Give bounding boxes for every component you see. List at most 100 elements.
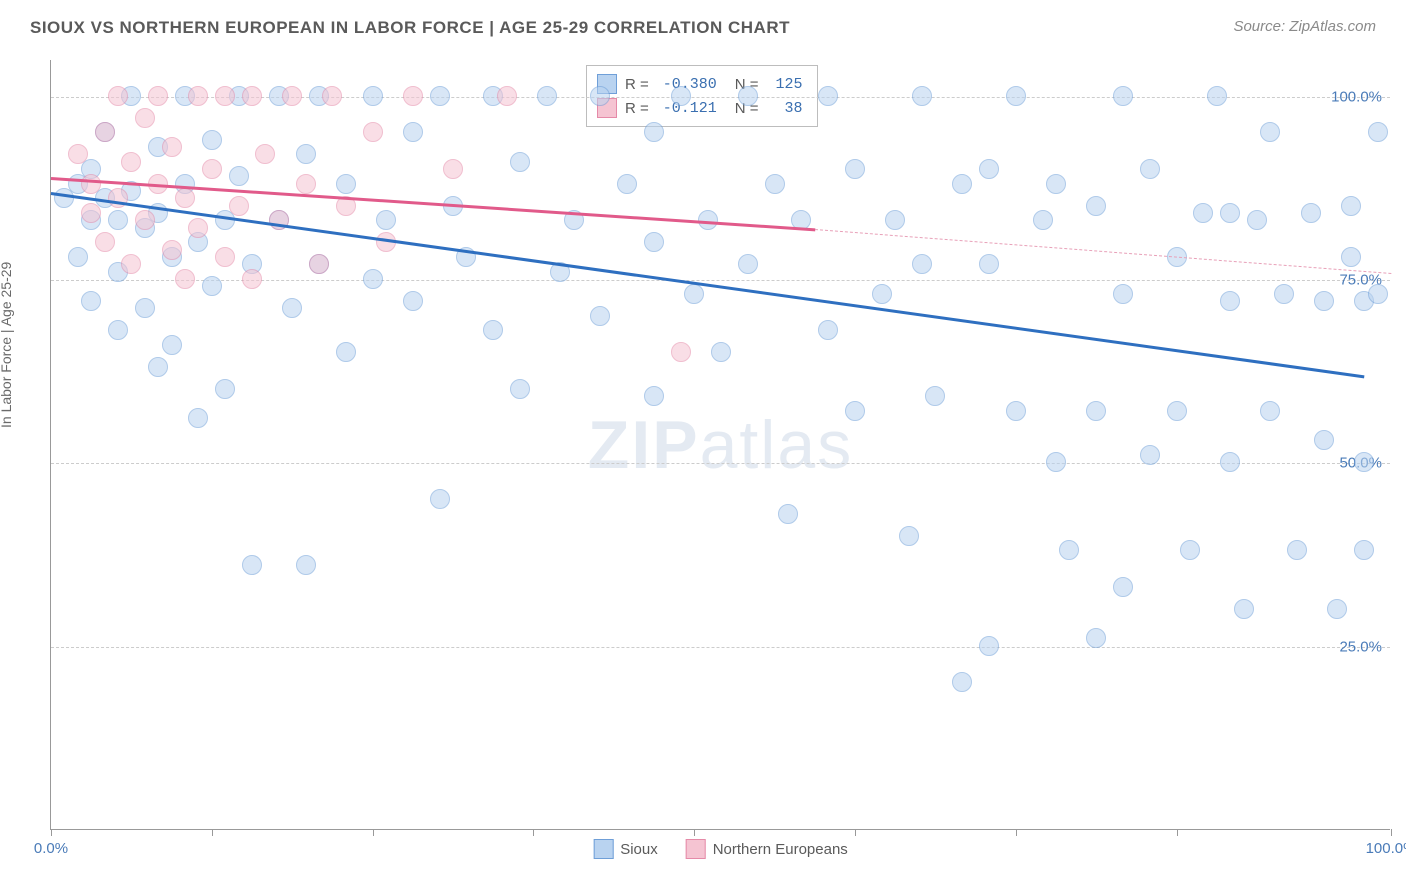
data-point bbox=[242, 86, 262, 106]
legend-swatch bbox=[593, 839, 613, 859]
data-point bbox=[818, 86, 838, 106]
data-point bbox=[68, 247, 88, 267]
legend-label: Sioux bbox=[620, 841, 658, 858]
data-point bbox=[336, 174, 356, 194]
source-attribution: Source: ZipAtlas.com bbox=[1233, 18, 1376, 35]
data-point bbox=[1033, 210, 1053, 230]
data-point bbox=[81, 291, 101, 311]
data-point bbox=[363, 122, 383, 142]
data-point bbox=[1086, 401, 1106, 421]
data-point bbox=[483, 320, 503, 340]
data-point bbox=[778, 504, 798, 524]
data-point bbox=[282, 298, 302, 318]
data-point bbox=[1220, 203, 1240, 223]
data-point bbox=[1327, 599, 1347, 619]
data-point bbox=[202, 276, 222, 296]
data-point bbox=[590, 86, 610, 106]
data-point bbox=[202, 130, 222, 150]
data-point bbox=[108, 86, 128, 106]
data-point bbox=[1207, 86, 1227, 106]
data-point bbox=[845, 401, 865, 421]
data-point bbox=[202, 159, 222, 179]
data-point bbox=[1220, 452, 1240, 472]
data-point bbox=[1314, 291, 1334, 311]
data-point bbox=[443, 159, 463, 179]
data-point bbox=[215, 379, 235, 399]
x-tick bbox=[373, 829, 374, 836]
data-point bbox=[309, 254, 329, 274]
y-tick-label: 100.0% bbox=[1331, 88, 1382, 105]
data-point bbox=[899, 526, 919, 546]
data-point bbox=[363, 269, 383, 289]
data-point bbox=[1260, 122, 1280, 142]
data-point bbox=[1260, 401, 1280, 421]
x-tick bbox=[1016, 829, 1017, 836]
data-point bbox=[1006, 401, 1026, 421]
data-point bbox=[671, 86, 691, 106]
data-point bbox=[1193, 203, 1213, 223]
data-point bbox=[711, 342, 731, 362]
data-point bbox=[121, 152, 141, 172]
data-point bbox=[1274, 284, 1294, 304]
data-point bbox=[537, 86, 557, 106]
data-point bbox=[1354, 540, 1374, 560]
data-point bbox=[1368, 284, 1388, 304]
legend-label: Northern Europeans bbox=[713, 841, 848, 858]
data-point bbox=[684, 284, 704, 304]
data-point bbox=[215, 247, 235, 267]
x-tick bbox=[855, 829, 856, 836]
data-point bbox=[1234, 599, 1254, 619]
data-point bbox=[148, 86, 168, 106]
x-tick-label: 0.0% bbox=[34, 840, 68, 857]
data-point bbox=[175, 269, 195, 289]
stats-row: R =-0.380N =125 bbox=[597, 72, 803, 96]
data-point bbox=[885, 210, 905, 230]
y-tick-label: 25.0% bbox=[1339, 638, 1382, 655]
data-point bbox=[215, 86, 235, 106]
data-point bbox=[952, 174, 972, 194]
data-point bbox=[979, 636, 999, 656]
data-point bbox=[1059, 540, 1079, 560]
data-point bbox=[175, 188, 195, 208]
x-tick bbox=[533, 829, 534, 836]
trend-line bbox=[51, 177, 815, 231]
data-point bbox=[1287, 540, 1307, 560]
stats-row: R =-0.121N =38 bbox=[597, 96, 803, 120]
n-value: 125 bbox=[767, 76, 803, 93]
gridline bbox=[51, 463, 1390, 464]
x-tick bbox=[51, 829, 52, 836]
data-point bbox=[1167, 401, 1187, 421]
legend-swatch bbox=[686, 839, 706, 859]
data-point bbox=[1220, 291, 1240, 311]
data-point bbox=[590, 306, 610, 326]
data-point bbox=[510, 152, 530, 172]
data-point bbox=[671, 342, 691, 362]
data-point bbox=[644, 122, 664, 142]
data-point bbox=[1140, 159, 1160, 179]
data-point bbox=[1113, 577, 1133, 597]
data-point bbox=[376, 210, 396, 230]
data-point bbox=[818, 320, 838, 340]
chart-title: SIOUX VS NORTHERN EUROPEAN IN LABOR FORC… bbox=[30, 18, 790, 38]
data-point bbox=[162, 240, 182, 260]
data-point bbox=[255, 144, 275, 164]
data-point bbox=[510, 379, 530, 399]
data-point bbox=[1006, 86, 1026, 106]
x-tick-label: 100.0% bbox=[1366, 840, 1406, 857]
data-point bbox=[1341, 196, 1361, 216]
data-point bbox=[229, 166, 249, 186]
data-point bbox=[296, 174, 316, 194]
data-point bbox=[738, 86, 758, 106]
data-point bbox=[1354, 452, 1374, 472]
data-point bbox=[1314, 430, 1334, 450]
data-point bbox=[1301, 203, 1321, 223]
data-point bbox=[162, 335, 182, 355]
data-point bbox=[1086, 196, 1106, 216]
data-point bbox=[81, 203, 101, 223]
data-point bbox=[738, 254, 758, 274]
data-point bbox=[765, 174, 785, 194]
r-label: R = bbox=[625, 76, 649, 93]
x-tick bbox=[694, 829, 695, 836]
data-point bbox=[229, 196, 249, 216]
data-point bbox=[336, 342, 356, 362]
